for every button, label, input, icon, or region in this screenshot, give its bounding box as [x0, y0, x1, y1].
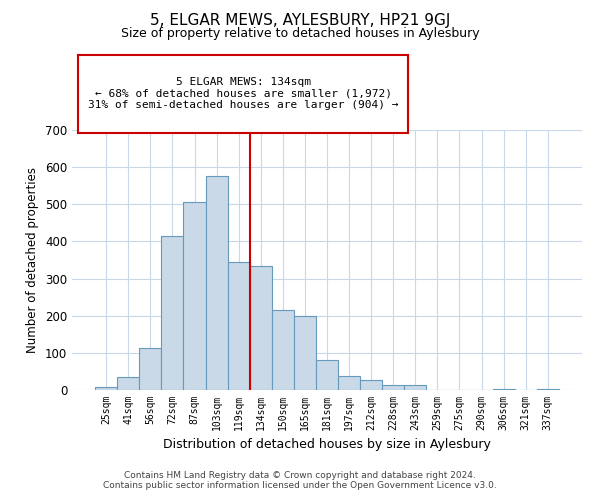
Text: 5 ELGAR MEWS: 134sqm
← 68% of detached houses are smaller (1,972)
31% of semi-de: 5 ELGAR MEWS: 134sqm ← 68% of detached h… [88, 77, 398, 110]
Bar [493, 389, 515, 390]
Bar [139, 348, 161, 390]
Text: Size of property relative to detached houses in Aylesbury: Size of property relative to detached ho… [121, 28, 479, 40]
Bar [117, 377, 139, 390]
Bar [360, 380, 382, 390]
Bar [250, 266, 272, 390]
Bar [316, 360, 338, 390]
Bar [338, 376, 360, 390]
X-axis label: Distribution of detached houses by size in Aylesbury: Distribution of detached houses by size … [163, 438, 491, 452]
Text: 5, ELGAR MEWS, AYLESBURY, HP21 9GJ: 5, ELGAR MEWS, AYLESBURY, HP21 9GJ [150, 12, 450, 28]
Bar [404, 385, 427, 390]
Bar [184, 202, 206, 390]
Bar [272, 310, 294, 390]
Bar [95, 387, 117, 390]
Y-axis label: Number of detached properties: Number of detached properties [26, 167, 40, 353]
Bar [161, 236, 184, 390]
Bar [227, 262, 250, 390]
Text: Contains HM Land Registry data © Crown copyright and database right 2024.
Contai: Contains HM Land Registry data © Crown c… [103, 470, 497, 490]
Bar [537, 389, 559, 390]
Bar [294, 316, 316, 390]
Bar [206, 176, 227, 390]
Bar [382, 385, 404, 390]
